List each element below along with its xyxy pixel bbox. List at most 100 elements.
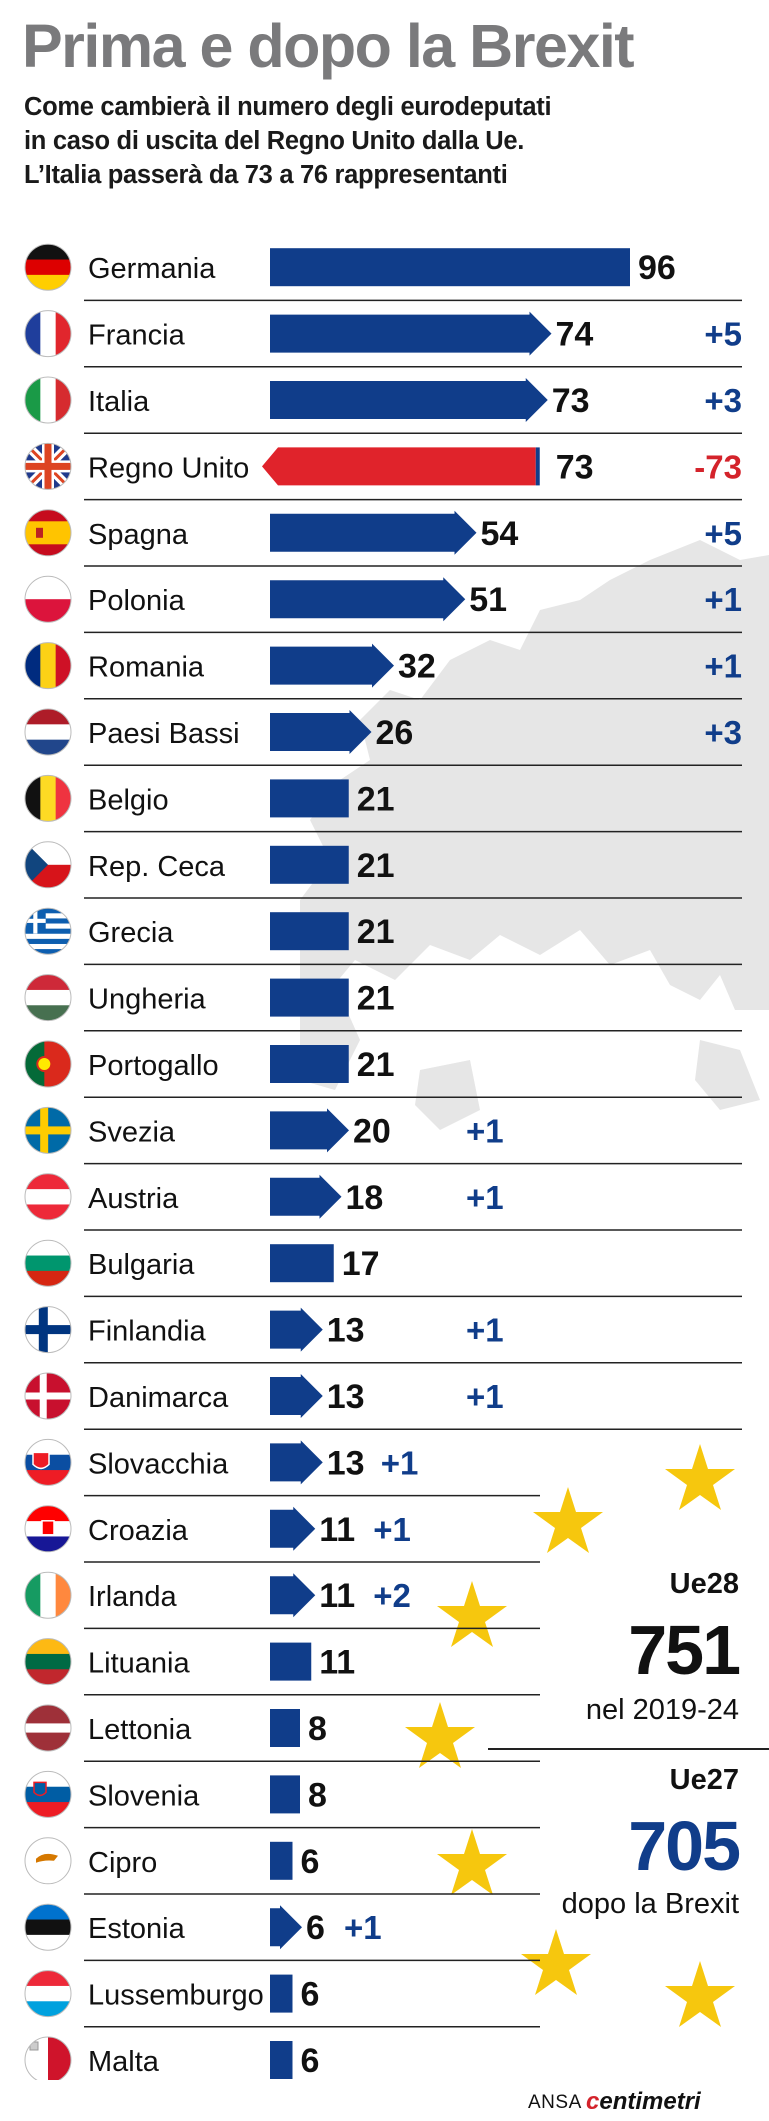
flag-stripe xyxy=(25,1470,71,1486)
flag-stripe xyxy=(25,244,71,261)
change-label: -73 xyxy=(694,448,742,485)
flag-stripe xyxy=(25,908,71,914)
flag-outline xyxy=(24,1903,72,1951)
flag-outline xyxy=(24,1372,72,1420)
country-label: Slovenia xyxy=(88,1780,200,1812)
chart-row: Polonia 51 +1 xyxy=(24,575,742,634)
flag-netherlands-icon xyxy=(25,709,71,755)
chart-row: Ungheria 21 xyxy=(24,974,742,1032)
change-label: +1 xyxy=(466,1179,504,1216)
flag-stripe xyxy=(25,1189,71,1205)
bar-edge xyxy=(535,447,540,486)
bar xyxy=(270,378,548,422)
bar xyxy=(270,1108,349,1153)
flag-belgium-icon xyxy=(25,775,71,822)
flag-stripe xyxy=(25,1536,71,1552)
country-label: Malta xyxy=(88,2046,160,2078)
flag-uk-icon xyxy=(25,443,71,490)
country-label: Finlandia xyxy=(88,1316,207,1348)
country-label: Croazia xyxy=(88,1515,189,1547)
bar xyxy=(270,912,349,951)
flag-stripe xyxy=(55,310,71,357)
country-label: Cipro xyxy=(88,1847,157,1879)
country-label: Germania xyxy=(88,253,216,285)
country-label: Austria xyxy=(88,1183,179,1215)
value-label: 11 xyxy=(319,1577,355,1615)
flag-ireland-icon xyxy=(25,1572,71,1619)
change-label: +1 xyxy=(466,1378,504,1415)
flag-stripe xyxy=(25,1653,71,1670)
country-label: Portogallo xyxy=(88,1050,219,1082)
ue27-caption: dopo la Brexit xyxy=(561,1888,739,1920)
flag-stripe xyxy=(25,2001,71,2017)
flag-stripe xyxy=(25,974,71,991)
flag-stripe xyxy=(25,1837,71,1884)
flag-emblem xyxy=(36,1056,53,1072)
flag-stripe xyxy=(25,1723,71,1734)
flag-stripe xyxy=(55,1572,71,1619)
country-label: Irlanda xyxy=(88,1581,178,1613)
flag-stripe xyxy=(25,1638,71,1655)
flag-stripe xyxy=(25,1173,71,1190)
value-label: 74 xyxy=(556,316,594,354)
bar xyxy=(270,1573,316,1618)
country-label: Slovacchia xyxy=(88,1448,229,1480)
flag-austria-icon xyxy=(25,1173,71,1220)
change-label: +2 xyxy=(373,1577,411,1614)
change-label: +3 xyxy=(704,382,742,419)
value-label: 11 xyxy=(319,1511,355,1549)
flag-stripe xyxy=(25,1439,71,1456)
flag-stripe xyxy=(40,310,57,357)
flag-stripe xyxy=(25,1270,71,1287)
chart-row: Francia 74 +5 xyxy=(24,310,742,368)
flag-czech-icon xyxy=(25,841,71,888)
value-label: 6 xyxy=(301,1843,320,1881)
chart-row: Grecia 21 xyxy=(24,907,742,966)
subtitle-line-1: Come cambierà il numero degli eurodeputa… xyxy=(24,93,552,121)
ue27-total: 705 xyxy=(628,1807,741,1885)
flag-stripe xyxy=(55,642,71,689)
chart-row: Svezia 20 +1 xyxy=(24,1106,742,1165)
bar xyxy=(270,1974,293,2013)
flag-hungary-icon xyxy=(25,974,71,1021)
country-label: Danimarca xyxy=(88,1382,229,1414)
flag-stripe xyxy=(25,1572,41,1619)
star-icon xyxy=(533,1487,603,1553)
ue28-caption: nel 2019-24 xyxy=(585,1694,739,1726)
chart-row: Slovenia 8 xyxy=(24,1770,540,1829)
flag-outline xyxy=(24,974,72,1022)
bar xyxy=(270,510,477,555)
chart-row: Lettonia 8 xyxy=(24,1704,540,1762)
flag-outline xyxy=(24,310,72,358)
chart-row: Irlanda 11 +2 xyxy=(24,1571,540,1630)
flag-outline xyxy=(24,1970,72,2018)
flag-stripe xyxy=(25,599,71,623)
bar xyxy=(270,2041,293,2079)
flag-outline xyxy=(24,243,72,291)
flag-poland-icon xyxy=(25,576,71,623)
star-icon xyxy=(521,1929,591,1995)
flag-stripe xyxy=(25,1732,71,1743)
flag-stripe xyxy=(25,1970,71,1987)
flag-stripe xyxy=(25,1786,71,1803)
value-label: 51 xyxy=(469,581,507,619)
chart-row: Belgio 21 xyxy=(24,774,742,833)
flag-stripe xyxy=(25,938,71,945)
flag-outline xyxy=(24,1505,72,1553)
change-label: +3 xyxy=(704,714,742,751)
flag-bulgaria-icon xyxy=(25,1240,71,1287)
bar xyxy=(270,1775,300,1814)
chart-row: Portogallo 21 xyxy=(24,1040,742,1098)
star-icon xyxy=(437,1829,507,1895)
flag-outline xyxy=(24,442,72,490)
chart-row: Danimarca 13 +1 xyxy=(24,1372,742,1430)
country-label: Svezia xyxy=(88,1116,176,1148)
centimetri-logo: centimetri xyxy=(586,2088,701,2115)
flag-outline xyxy=(24,575,72,623)
flag-stripe xyxy=(36,527,43,538)
country-label: Grecia xyxy=(88,917,174,949)
bar xyxy=(270,978,349,1017)
flag-stripe xyxy=(25,1240,71,1257)
flag-stripe xyxy=(25,923,71,929)
flag-sweden-icon xyxy=(25,1107,71,1154)
